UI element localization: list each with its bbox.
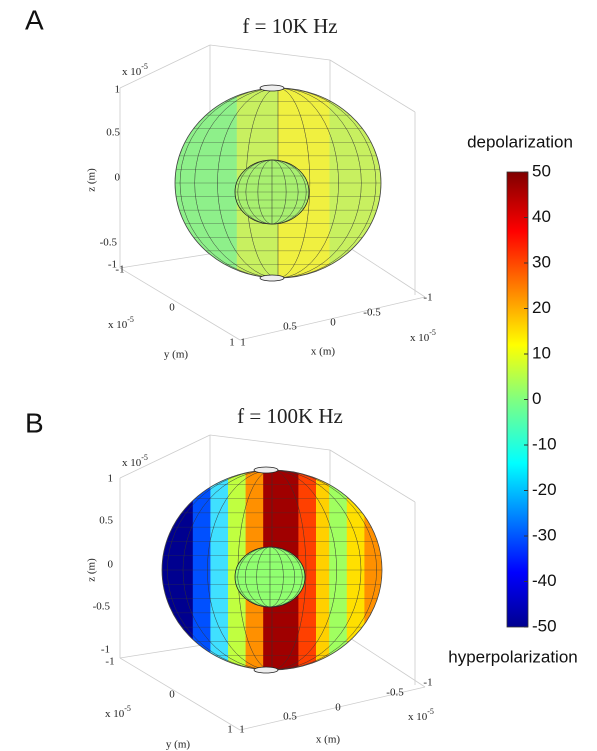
colorbar: depolarization hyperpolarization 50 40 30 2… — [448, 132, 577, 666]
z-tick-label: 0 — [115, 172, 121, 184]
x-tick-label: -1 — [423, 292, 432, 304]
multiplier: x 10 — [408, 711, 428, 723]
exponent: -5 — [127, 315, 134, 324]
axis-box — [119, 44, 211, 89]
z-tick-label: 0 — [108, 559, 114, 571]
y-tick-label: 1 — [229, 337, 235, 349]
z-axis-label: z (m) — [86, 168, 98, 192]
axis-multiplier: x 10-5 — [410, 328, 436, 344]
exponent: -5 — [141, 453, 148, 462]
x-tick-label: -0.5 — [386, 687, 404, 699]
axis-box — [209, 434, 331, 451]
y-tick-label: 0 — [169, 689, 175, 701]
panel-title: f = 10K Hz — [242, 14, 337, 38]
x-tick-label: 0 — [330, 317, 336, 329]
panel-label: B — [25, 407, 44, 438]
colorbar-tick-label: -50 — [532, 616, 557, 635]
axis-box — [329, 59, 416, 113]
multiplier: x 10 — [105, 708, 125, 720]
pole — [253, 466, 279, 474]
z-tick-label: -0.5 — [93, 601, 111, 613]
y-axis-label: y (m) — [164, 349, 188, 361]
x-tick-label: 0.5 — [283, 711, 297, 723]
axis-box — [239, 296, 426, 341]
colorbar-bottom-label: hyperpolarization — [448, 647, 577, 666]
z-tick-label: 0.5 — [99, 515, 113, 527]
x-axis-label: x (m) — [311, 346, 335, 358]
axis-box — [329, 449, 416, 503]
pole — [253, 666, 279, 674]
colorbar-tick-label: 0 — [532, 389, 541, 408]
y-tick-label: 1 — [227, 724, 233, 736]
z-tick-label: -1 — [108, 259, 117, 271]
y-tick-label: -1 — [105, 656, 114, 668]
axis-multiplier: x 10-5 — [122, 453, 148, 469]
axis-box — [119, 657, 241, 731]
axis-box — [239, 686, 426, 731]
x-tick-label: 1 — [240, 337, 246, 349]
y-tick-label: 0 — [169, 302, 175, 314]
z-tick-label: -0.5 — [100, 237, 118, 249]
multiplier: x 10 — [410, 332, 430, 344]
pole — [259, 84, 285, 92]
pole — [259, 274, 285, 282]
exponent: -5 — [141, 62, 148, 71]
x-tick-label: 0 — [335, 702, 341, 714]
colorbar-tick-label: 10 — [532, 343, 551, 362]
colorbar-tick-label: 40 — [532, 207, 551, 226]
x-tick-label: 1 — [239, 724, 245, 736]
panel-title: f = 100K Hz — [237, 404, 343, 428]
colorbar-top-label: depolarization — [467, 132, 573, 151]
multiplier: x 10 — [122, 457, 142, 469]
y-axis-label: y (m) — [166, 739, 190, 751]
exponent: -5 — [429, 328, 436, 337]
axis-box — [119, 267, 241, 341]
colorbar-tick-label: -20 — [532, 480, 557, 499]
colorbar-tick-label: 20 — [532, 298, 551, 317]
z-tick-label: 1 — [108, 473, 114, 485]
axis-multiplier: x 10-5 — [408, 707, 434, 723]
axis-multiplier: x 10-5 — [108, 315, 134, 331]
multiplier: x 10 — [108, 319, 128, 331]
colorbar-tick-label: -30 — [532, 525, 557, 544]
y-tick-label: -1 — [115, 264, 124, 276]
z-tick-label: 1 — [115, 84, 121, 96]
z-axis-label: z (m) — [86, 558, 98, 582]
axis-multiplier: x 10-5 — [122, 62, 148, 78]
multiplier: x 10 — [122, 66, 142, 78]
z-tick-label: 0.5 — [106, 127, 120, 139]
x-tick-label: -1 — [423, 677, 432, 689]
x-tick-label: -0.5 — [363, 307, 381, 319]
colorbar-tick-label: 30 — [532, 252, 551, 271]
axis-multiplier: x 10-5 — [105, 704, 131, 720]
colorbar-tick-label: 50 — [532, 161, 551, 180]
axis-box — [119, 434, 211, 479]
panel-label: A — [25, 4, 44, 35]
z-tick-label: -1 — [101, 644, 110, 656]
colorbar-tick-label: -10 — [532, 434, 557, 453]
colorbar-tick-label: -40 — [532, 571, 557, 590]
axis-box — [209, 44, 331, 61]
exponent: -5 — [124, 704, 131, 713]
x-tick-label: 0.5 — [283, 321, 297, 333]
x-axis-label: x (m) — [316, 734, 340, 746]
exponent: -5 — [427, 707, 434, 716]
